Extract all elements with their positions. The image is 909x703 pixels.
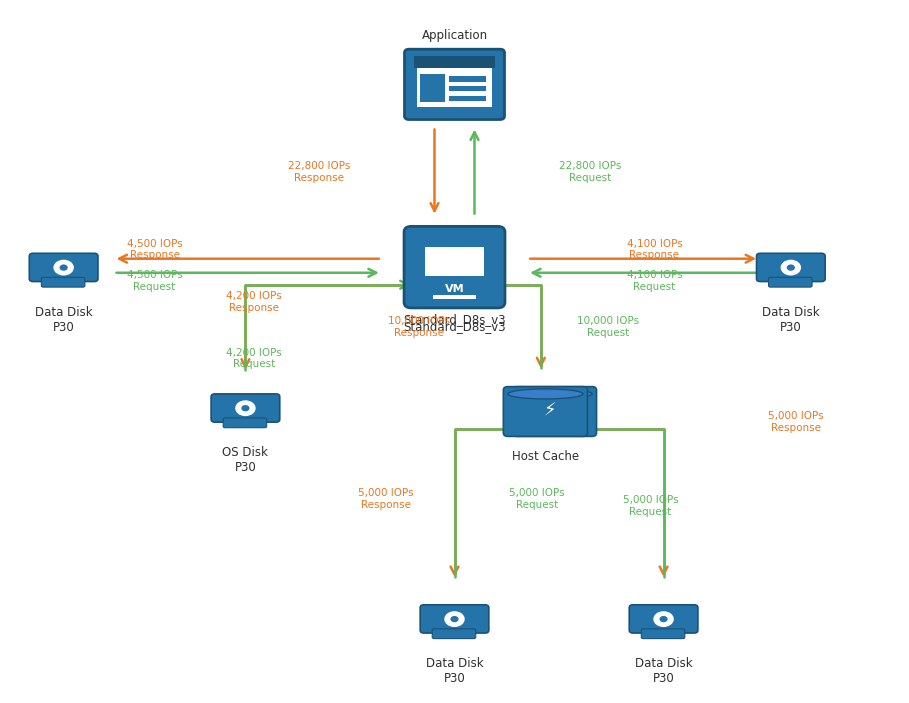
FancyBboxPatch shape <box>404 226 505 308</box>
Text: 4,200 IOPs
Request: 4,200 IOPs Request <box>226 348 282 369</box>
Circle shape <box>445 611 464 627</box>
Text: 4,100 IOPs
Response: 4,100 IOPs Response <box>626 239 683 260</box>
Text: 4,100 IOPs
Request: 4,100 IOPs Request <box>626 271 683 292</box>
Text: OS Disk
P30: OS Disk P30 <box>223 446 268 475</box>
Ellipse shape <box>517 389 592 399</box>
FancyBboxPatch shape <box>448 86 485 91</box>
Text: Application: Application <box>422 29 487 41</box>
Text: Standard_D8s_v3: Standard_D8s_v3 <box>404 314 505 326</box>
FancyBboxPatch shape <box>448 96 485 101</box>
Text: 22,800 IOPs
Request: 22,800 IOPs Request <box>559 162 622 183</box>
Text: 5,000 IOPs
Response: 5,000 IOPs Response <box>358 489 414 510</box>
Text: 5,000 IOPs
Request: 5,000 IOPs Request <box>509 489 564 510</box>
FancyBboxPatch shape <box>756 253 825 281</box>
Text: ⚡: ⚡ <box>544 401 556 420</box>
Text: 5,000 IOPs
Request: 5,000 IOPs Request <box>623 496 678 517</box>
Text: 22,800 IOPs
Response: 22,800 IOPs Response <box>287 162 350 183</box>
Text: Data Disk
P30: Data Disk P30 <box>35 306 93 334</box>
FancyBboxPatch shape <box>504 387 587 437</box>
Text: Data Disk
P30: Data Disk P30 <box>425 657 484 685</box>
Text: Host Cache: Host Cache <box>512 451 579 463</box>
Text: 4,200 IOPs
Response: 4,200 IOPs Response <box>226 292 282 313</box>
FancyBboxPatch shape <box>448 76 485 82</box>
Circle shape <box>654 611 674 627</box>
FancyBboxPatch shape <box>769 277 812 287</box>
FancyBboxPatch shape <box>629 605 698 633</box>
FancyBboxPatch shape <box>513 387 596 437</box>
FancyBboxPatch shape <box>211 394 280 422</box>
Circle shape <box>781 259 801 276</box>
FancyBboxPatch shape <box>414 56 495 68</box>
Circle shape <box>54 259 74 276</box>
Text: VM: VM <box>445 284 464 294</box>
FancyBboxPatch shape <box>29 253 98 281</box>
FancyBboxPatch shape <box>641 629 684 638</box>
FancyBboxPatch shape <box>420 605 489 633</box>
Text: 4,500 IOPs
Response: 4,500 IOPs Response <box>126 239 183 260</box>
Circle shape <box>786 264 794 271</box>
Circle shape <box>242 405 249 411</box>
Circle shape <box>60 264 68 271</box>
Circle shape <box>235 400 255 416</box>
FancyBboxPatch shape <box>417 68 492 108</box>
FancyBboxPatch shape <box>224 418 266 427</box>
Circle shape <box>450 616 458 622</box>
Text: 10,000 IOPs
Response: 10,000 IOPs Response <box>388 316 450 337</box>
Text: Data Disk
P30: Data Disk P30 <box>762 306 820 334</box>
Circle shape <box>659 616 667 622</box>
FancyBboxPatch shape <box>420 74 445 102</box>
Text: 10,000 IOPs
Request: 10,000 IOPs Request <box>577 316 639 337</box>
Text: Standard_D8s_v3: Standard_D8s_v3 <box>404 320 505 333</box>
Ellipse shape <box>508 389 583 399</box>
FancyBboxPatch shape <box>433 295 476 299</box>
FancyBboxPatch shape <box>41 277 85 287</box>
FancyBboxPatch shape <box>405 49 504 120</box>
Text: Data Disk
P30: Data Disk P30 <box>634 657 693 685</box>
Text: ◈: ◈ <box>449 250 460 264</box>
FancyBboxPatch shape <box>432 629 475 638</box>
FancyBboxPatch shape <box>425 247 484 276</box>
Text: 5,000 IOPs
Response: 5,000 IOPs Response <box>768 411 824 432</box>
Text: 4,500 IOPs
Request: 4,500 IOPs Request <box>126 271 183 292</box>
